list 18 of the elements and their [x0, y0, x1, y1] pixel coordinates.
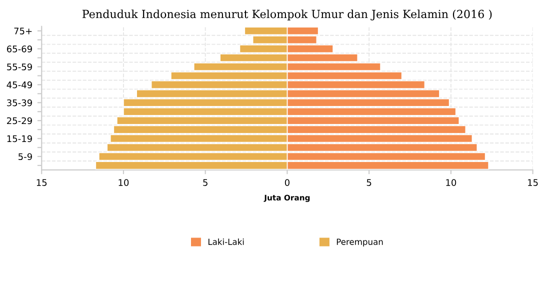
- x-tick-label: 0: [284, 179, 290, 186]
- x-tick-label: 15: [528, 179, 538, 186]
- y-tick-label: 45-49: [6, 81, 32, 88]
- y-tick-label: 35-39: [7, 99, 32, 106]
- y-tick-label: 55-59: [7, 63, 32, 70]
- x-tick-label: 10: [118, 179, 129, 186]
- y-tick-label: 25-29: [7, 117, 32, 124]
- legend-label: Laki-Laki: [208, 238, 244, 245]
- y-tick-label: 65-69: [6, 46, 32, 52]
- y-tick-label: 5-9: [18, 153, 32, 160]
- legend-label: Perempuan: [336, 238, 383, 247]
- x-tick-label: 5: [203, 179, 208, 186]
- y-tick-label: 75+: [14, 28, 32, 34]
- x-tick-label: 10: [446, 179, 456, 186]
- y-tick-label: 15-19: [7, 135, 32, 142]
- x-tick-label: 5: [366, 179, 372, 186]
- chart-title: Penduduk Indonesia menurut Kelompok Umur dan Jenis Kelamin (2016 ): [82, 10, 492, 20]
- x-tick-label: 15: [36, 179, 47, 186]
